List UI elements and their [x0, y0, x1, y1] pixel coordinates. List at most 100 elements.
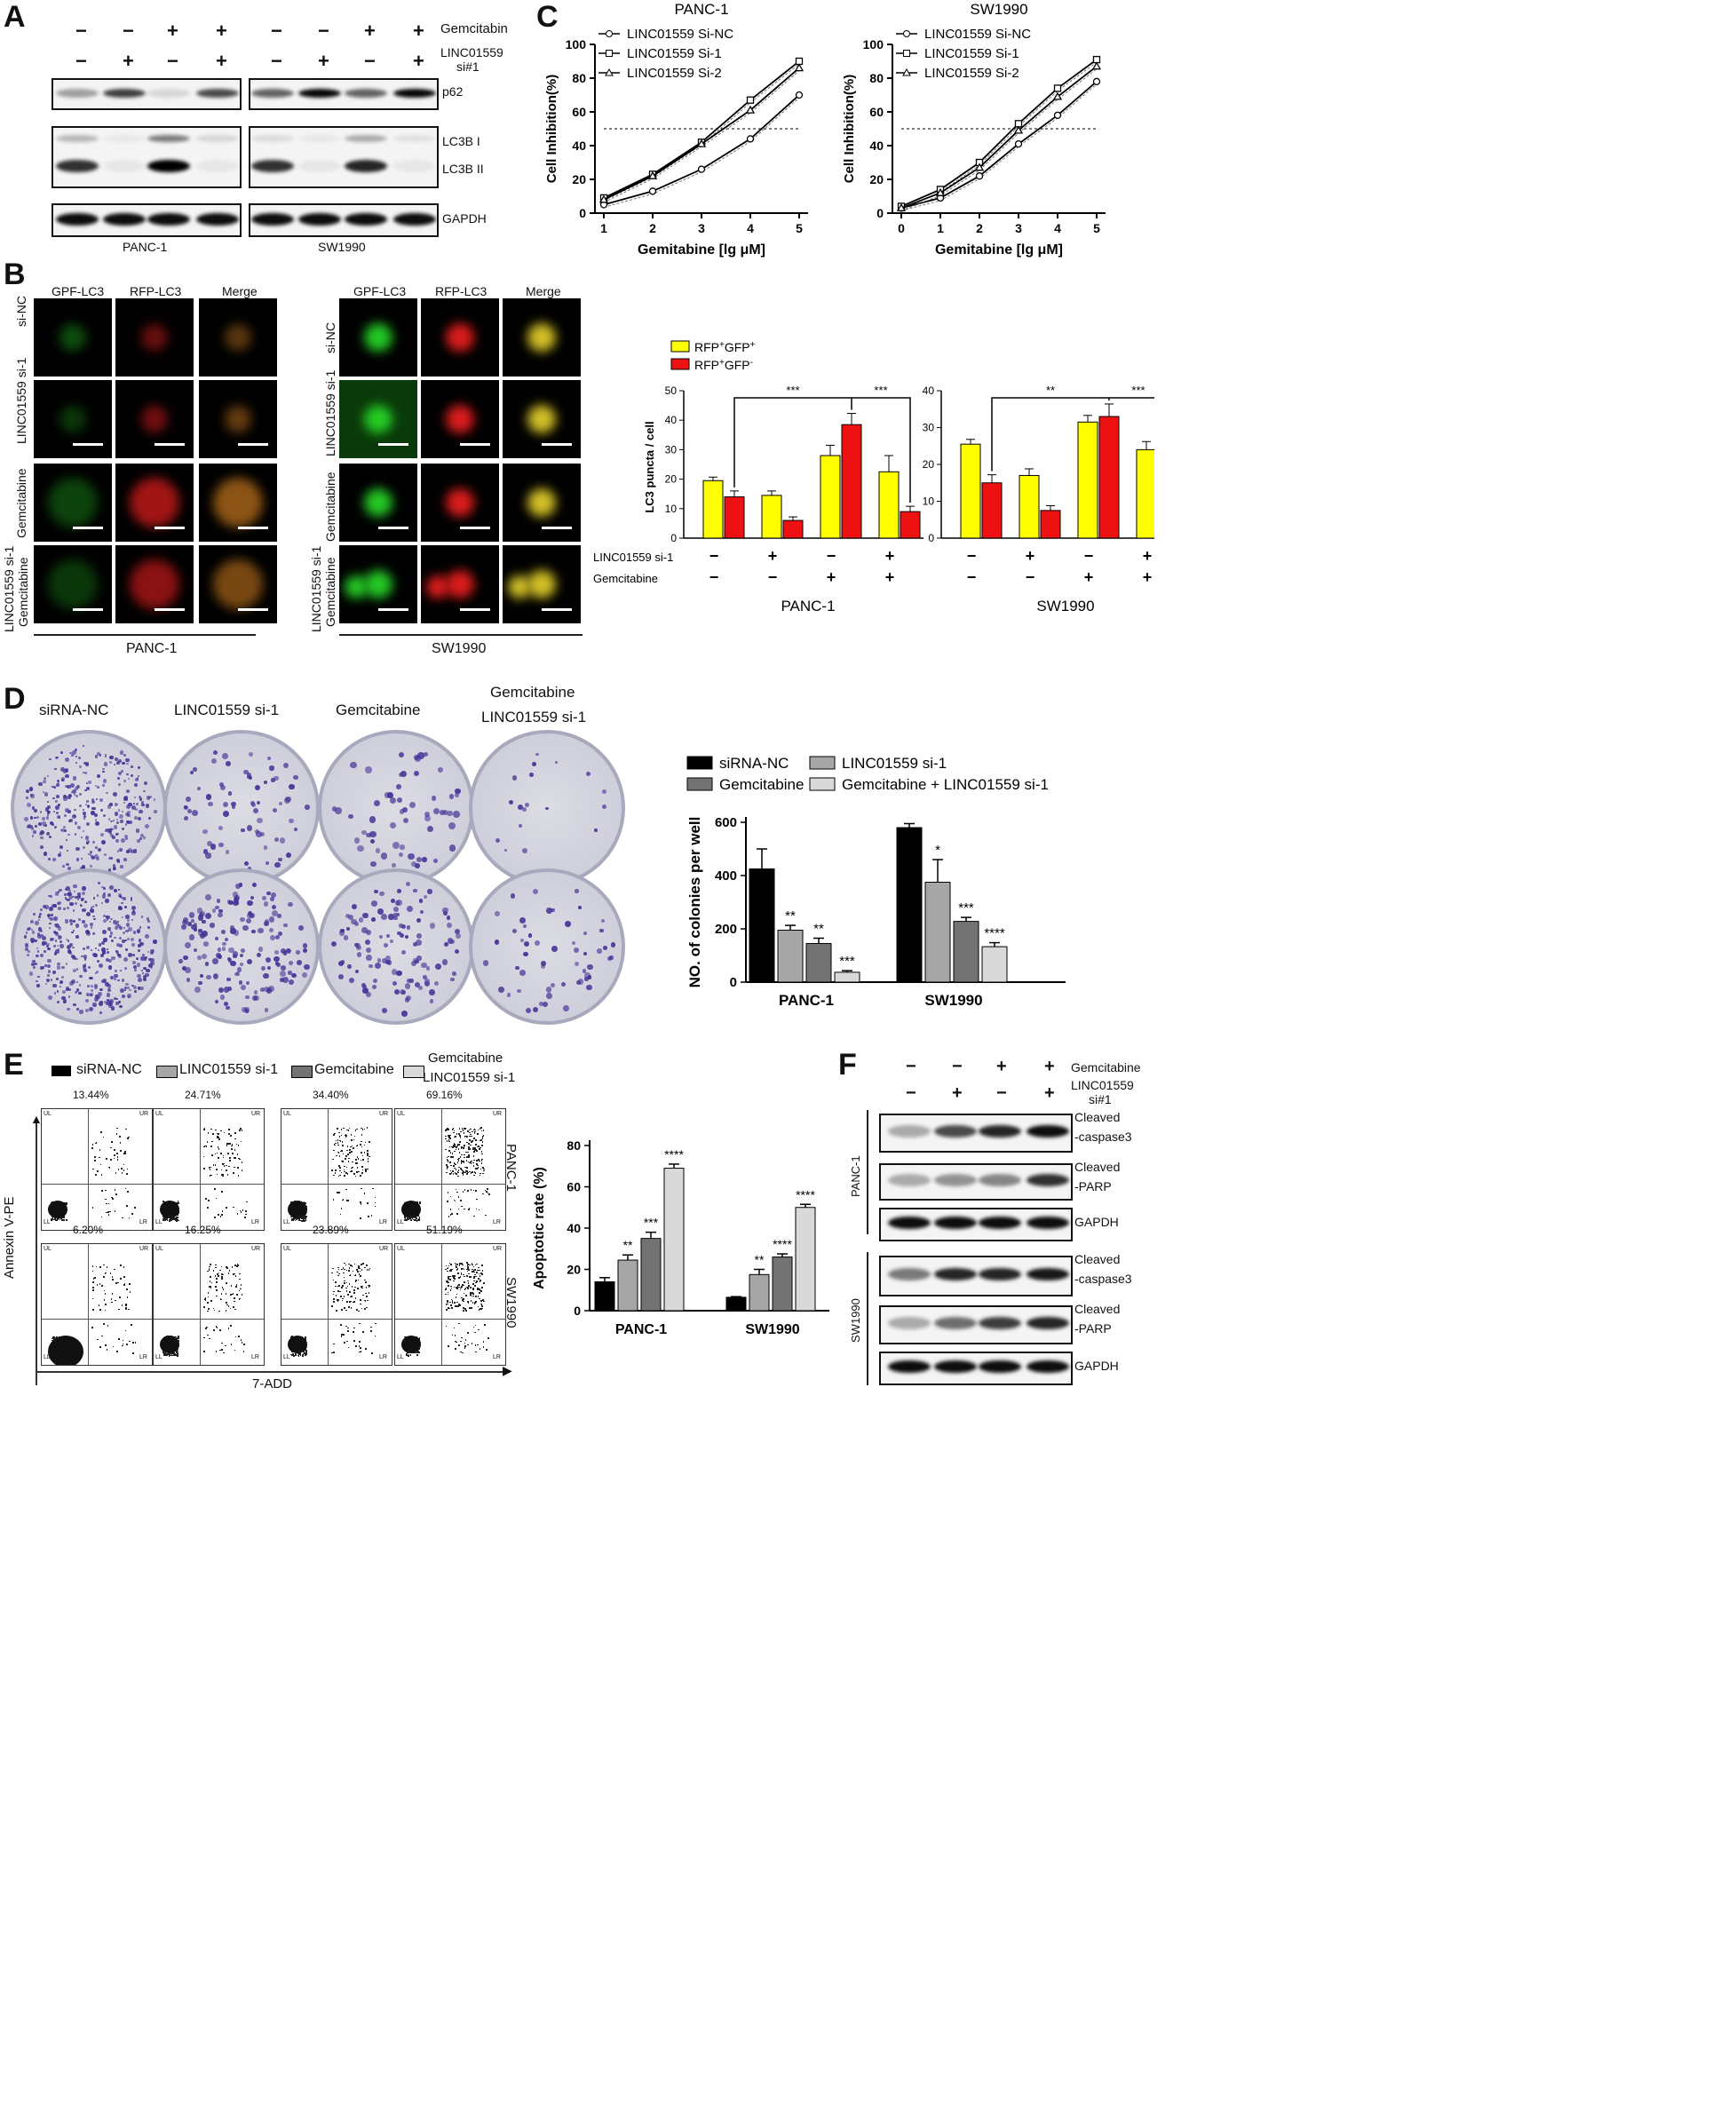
event-dot — [353, 1327, 355, 1329]
event-dot — [455, 1188, 457, 1191]
colony — [278, 801, 282, 805]
event-dot — [176, 1354, 178, 1356]
event-dot — [405, 1354, 408, 1356]
bar — [795, 1207, 816, 1312]
event-dot — [354, 1175, 357, 1177]
colony — [91, 906, 95, 908]
colony — [137, 817, 141, 821]
quadrant-label: LR — [251, 1354, 259, 1360]
colony — [73, 1003, 76, 1007]
event-dot — [464, 1156, 465, 1159]
colony — [138, 775, 140, 778]
colony — [30, 827, 34, 830]
event-dot — [475, 1296, 477, 1297]
event-dot — [468, 1209, 470, 1210]
event-dot — [104, 1292, 107, 1295]
colony — [366, 947, 372, 953]
colony — [573, 947, 580, 953]
colony — [212, 958, 219, 965]
event-dot — [238, 1157, 241, 1160]
event-dot — [475, 1149, 477, 1151]
colony — [149, 796, 153, 798]
fit-line — [900, 83, 1098, 211]
colony — [139, 809, 143, 814]
y-axis-label: Cell Inhibition(%) — [842, 75, 857, 183]
event-dot — [233, 1172, 234, 1174]
event-dot — [464, 1144, 465, 1146]
colony — [402, 818, 409, 824]
colony — [91, 800, 95, 805]
event-dot — [353, 1286, 356, 1288]
event-dot — [456, 1170, 459, 1173]
colony — [75, 980, 79, 984]
event-dot — [470, 1160, 472, 1162]
colony — [97, 881, 100, 884]
event-dot — [467, 1161, 470, 1163]
event-dot — [488, 1337, 489, 1340]
event-dot — [105, 1344, 107, 1346]
event-dot — [215, 1129, 217, 1131]
band-label-lc3b-ii: LC3B II — [442, 162, 484, 176]
colony — [448, 844, 456, 852]
colony — [44, 964, 47, 967]
event-dot — [360, 1347, 361, 1349]
legend-label: LINC01559 Si-NC — [627, 27, 733, 42]
colony — [95, 846, 98, 849]
event-dot — [337, 1285, 339, 1288]
colony — [454, 928, 461, 934]
facs-percent: 51.19% — [426, 1224, 463, 1236]
scale-bar — [542, 527, 572, 529]
event-dot — [171, 1218, 173, 1220]
colony — [119, 926, 123, 931]
x-tick-label: 5 — [1093, 221, 1100, 235]
blot-band — [56, 89, 99, 98]
colony — [210, 844, 216, 850]
event-dot — [480, 1290, 482, 1293]
x-tick-label: 3 — [698, 221, 705, 235]
quadrant-label: UR — [251, 1246, 261, 1252]
data-point — [896, 202, 907, 211]
sign-gem: − — [1026, 568, 1035, 586]
event-dot — [210, 1128, 212, 1130]
event-dot — [226, 1174, 229, 1176]
colony — [37, 915, 42, 919]
colony — [97, 785, 100, 789]
bar — [663, 1168, 685, 1312]
cell-blob — [426, 575, 449, 599]
event-dot — [96, 1284, 99, 1286]
y-tick-label: 80 — [572, 71, 586, 85]
cell-image — [199, 298, 277, 377]
colony — [424, 811, 431, 818]
colony — [126, 805, 131, 809]
culture-plate — [318, 868, 474, 1025]
colony — [238, 980, 243, 985]
colony — [109, 999, 114, 1003]
colony — [184, 805, 189, 811]
colony — [130, 897, 133, 900]
event-dot — [460, 1340, 463, 1343]
colony — [100, 988, 103, 991]
event-dot — [220, 1298, 222, 1301]
colony — [271, 905, 276, 910]
colony — [90, 992, 94, 997]
event-dot — [237, 1175, 240, 1177]
colony — [551, 908, 555, 913]
colony — [132, 954, 135, 957]
quadrant-label: UL — [155, 1246, 163, 1252]
event-dot — [350, 1134, 353, 1136]
event-dot — [457, 1286, 459, 1288]
colony — [107, 999, 109, 1002]
colony — [205, 913, 212, 920]
colony — [31, 963, 36, 967]
colony — [94, 971, 98, 974]
event-dot — [338, 1155, 341, 1157]
event-dot — [458, 1322, 460, 1325]
colony — [118, 782, 121, 786]
colony — [91, 840, 95, 844]
colony — [432, 808, 440, 815]
sig-label: **** — [664, 1147, 684, 1161]
event-dot — [472, 1161, 474, 1164]
x-axis-label: Gemitabine [lg μM] — [935, 242, 1063, 258]
colony — [108, 930, 111, 932]
